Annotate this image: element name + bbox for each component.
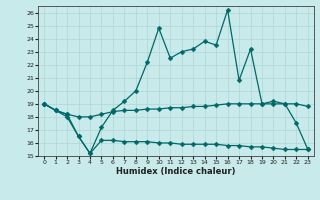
X-axis label: Humidex (Indice chaleur): Humidex (Indice chaleur) xyxy=(116,167,236,176)
